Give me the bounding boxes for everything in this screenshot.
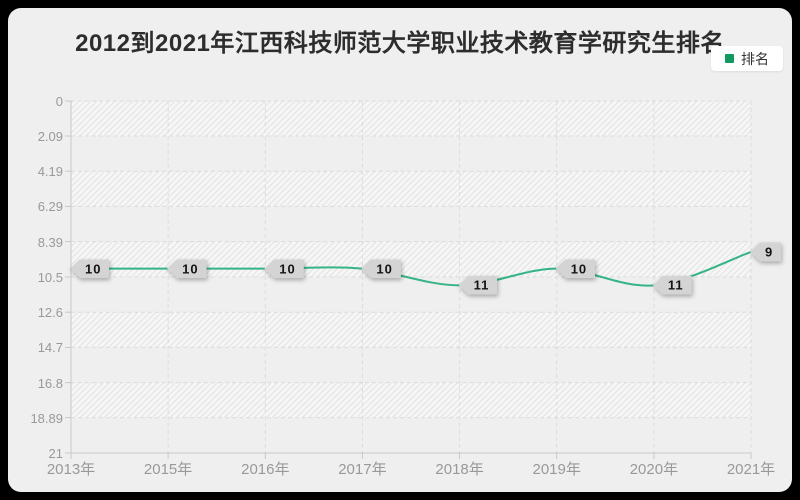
legend-marker-icon <box>725 54 734 63</box>
split-band <box>71 171 751 207</box>
legend-label: 排名 <box>741 50 769 67</box>
legend-item-ranking[interactable]: 排名 <box>711 46 783 71</box>
split-band <box>71 312 751 348</box>
split-band <box>71 101 751 137</box>
split-band <box>71 241 751 277</box>
split-band <box>71 382 751 418</box>
chart-title: 2012到2021年江西科技师范大学职业技术教育学研究生排名 <box>75 30 725 57</box>
